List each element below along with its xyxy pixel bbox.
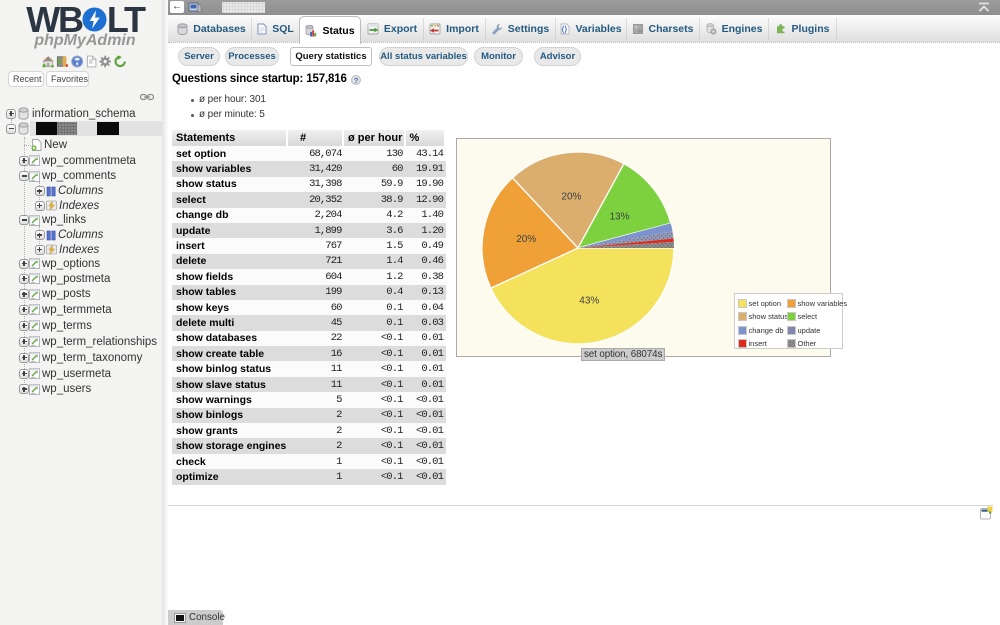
svg-text:13%: 13% bbox=[609, 211, 629, 222]
svg-text:⟨⟩: ⟨⟩ bbox=[562, 25, 568, 34]
svg-text:20%: 20% bbox=[516, 234, 536, 245]
svg-text:20%: 20% bbox=[561, 192, 581, 203]
svg-text:43%: 43% bbox=[579, 296, 599, 307]
